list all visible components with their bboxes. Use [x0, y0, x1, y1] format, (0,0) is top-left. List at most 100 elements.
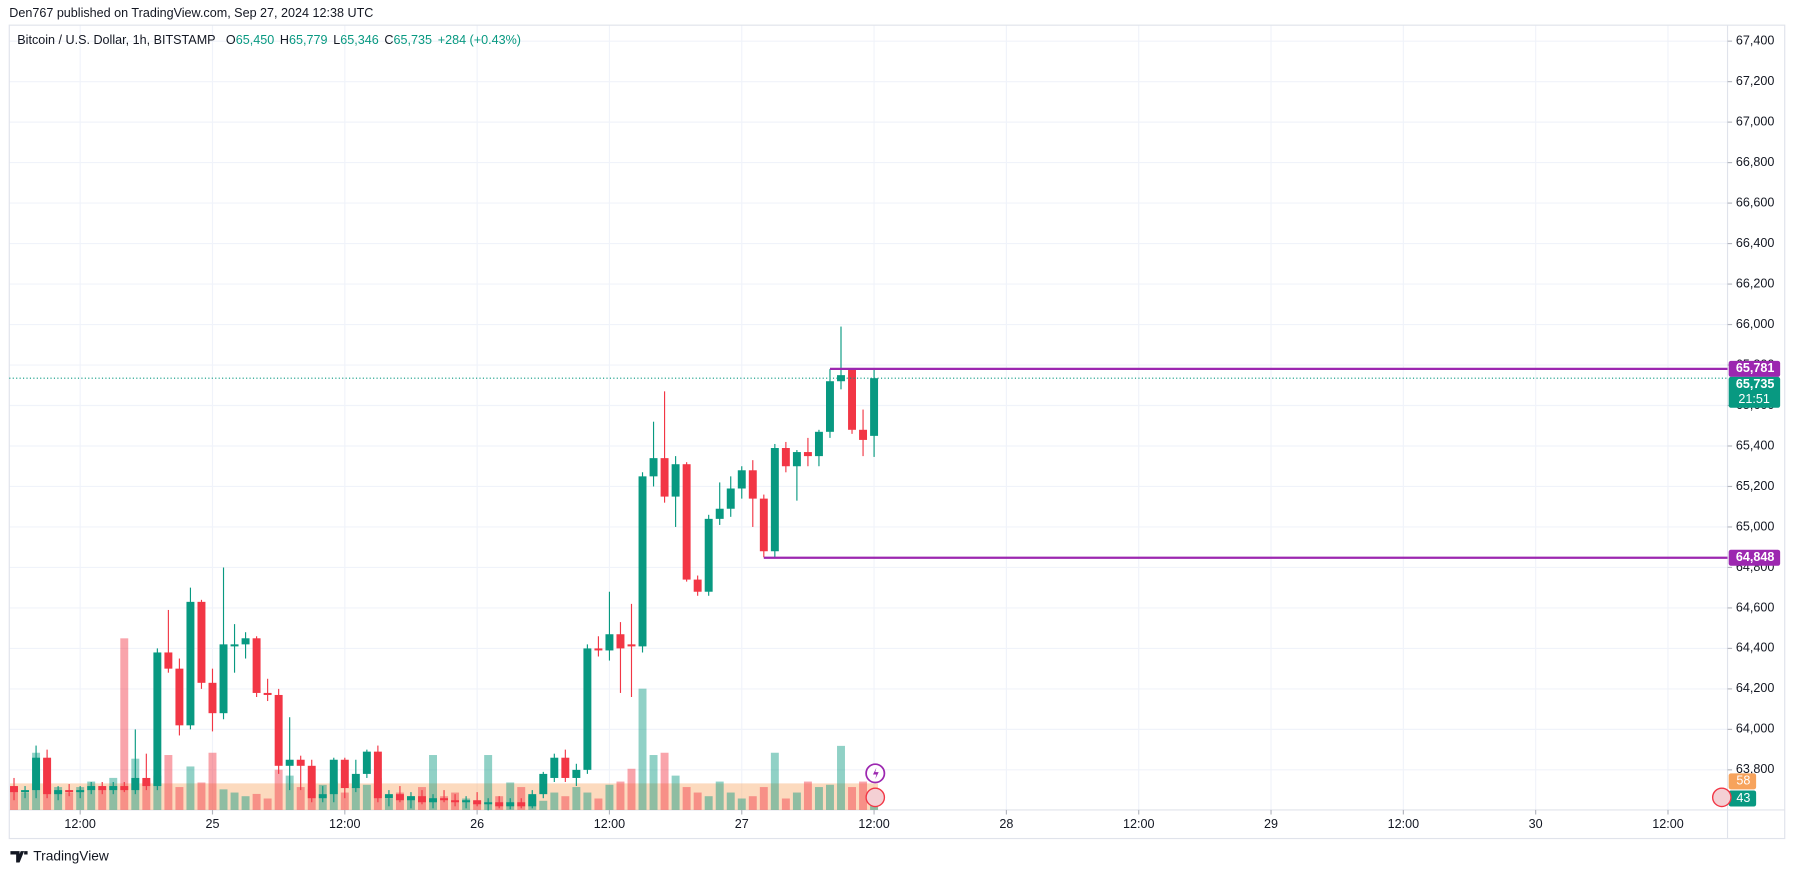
- candle-body: [870, 378, 879, 436]
- candle-body: [429, 798, 437, 803]
- candle-body: [550, 757, 559, 778]
- candle-body: [186, 601, 195, 726]
- volume-bar: [561, 796, 570, 810]
- candle-body: [660, 458, 669, 497]
- candle-body: [10, 786, 18, 793]
- candle-body: [384, 794, 393, 799]
- legend-key: C: [384, 34, 393, 48]
- volume-bar: [616, 781, 625, 810]
- brand: TradingView: [33, 848, 109, 863]
- grid-layer: [9, 25, 1728, 810]
- volume-bar: [704, 796, 713, 810]
- volume-bar: [241, 796, 250, 810]
- candle-body: [241, 638, 250, 645]
- candle-body: [616, 634, 625, 649]
- legend-value: 65,779: [289, 34, 327, 48]
- candle-body: [318, 794, 327, 799]
- y-tick-label: 63,800: [1736, 762, 1774, 776]
- y-tick-label: 67,400: [1736, 33, 1774, 47]
- volume-bar: [572, 787, 581, 810]
- candle-body: [440, 798, 449, 801]
- volume-ma-box: [1728, 773, 1757, 790]
- volume-bar: [726, 792, 735, 810]
- candle-body: [109, 786, 118, 791]
- volume-last-label: 43: [1736, 791, 1750, 805]
- volume-bar: [98, 789, 107, 810]
- candle-body: [21, 790, 30, 793]
- candle-body: [638, 476, 647, 647]
- candle-body: [594, 648, 603, 651]
- candle-body: [748, 470, 757, 499]
- volume-bar: [539, 800, 548, 810]
- candle-body: [252, 638, 261, 693]
- candle-body: [131, 777, 140, 791]
- price-label: 64,848: [1736, 550, 1774, 564]
- candle-body: [87, 786, 96, 791]
- candle-body: [197, 601, 206, 683]
- volume-bar: [826, 784, 834, 810]
- candle-body: [693, 579, 702, 592]
- volume-bar: [362, 784, 371, 810]
- volume-bar: [781, 798, 790, 810]
- candle-body: [164, 652, 173, 669]
- volume-bar: [164, 755, 173, 810]
- y-tick-label: 66,200: [1736, 276, 1774, 290]
- candle-body: [230, 644, 239, 647]
- candle-body: [781, 448, 790, 467]
- volume-bar: [627, 768, 636, 810]
- legend-key: L: [333, 34, 340, 48]
- x-tick-label: 12:00: [1123, 817, 1154, 831]
- volume-bar: [219, 789, 228, 810]
- y-tick-label: 66,000: [1736, 317, 1774, 331]
- y-tick-label: 65,000: [1736, 519, 1774, 533]
- candle-body: [837, 375, 845, 382]
- volume-bar: [175, 787, 184, 810]
- volume-bar: [737, 798, 746, 810]
- y-tick-label: 64,600: [1736, 600, 1774, 614]
- candle-body: [814, 431, 823, 457]
- candle-body: [351, 773, 360, 789]
- volume-bar: [440, 796, 449, 810]
- x-tick-label: 25: [205, 817, 219, 831]
- candle-body: [208, 682, 217, 714]
- x-tick-label: 30: [1529, 817, 1543, 831]
- candle-body: [406, 796, 415, 801]
- candle-body: [539, 773, 548, 795]
- volume-bar: [814, 787, 823, 810]
- candle-body: [219, 644, 228, 714]
- candle-body: [54, 790, 63, 795]
- candle-body: [726, 488, 735, 509]
- volume-bar: [748, 796, 757, 810]
- volume-bar: [594, 798, 603, 810]
- candle-body: [484, 802, 493, 805]
- volume-bar: [197, 782, 206, 810]
- candle-body: [362, 751, 371, 774]
- candle-body: [65, 790, 74, 793]
- countdown-label: 21:51: [1738, 392, 1769, 406]
- candle-body: [737, 470, 746, 489]
- x-tick-label: 28: [999, 817, 1013, 831]
- candle-body: [792, 452, 801, 467]
- y-tick-label: 64,400: [1736, 641, 1774, 655]
- candle-body: [627, 644, 636, 647]
- volume-bar: [142, 781, 151, 810]
- volume-bar: [682, 787, 691, 810]
- volume-bar: [848, 787, 856, 810]
- candle-body: [32, 757, 41, 791]
- volume-bar: [550, 792, 559, 810]
- volume-bar: [693, 792, 702, 810]
- candle-body: [495, 802, 504, 807]
- legend: Bitcoin / U.S. Dollar, 1h, BITSTAMP O65,…: [17, 34, 521, 48]
- legend-value: 65,735: [394, 34, 432, 48]
- x-tick-label: 26: [470, 817, 484, 831]
- last-price-box: [1728, 376, 1781, 408]
- volume-bar: [770, 752, 779, 810]
- x-tick-label: 12:00: [1652, 817, 1683, 831]
- volume-bar: [76, 787, 85, 810]
- volume-bar: [859, 781, 868, 810]
- candle-body: [605, 634, 614, 651]
- volume-bar: [638, 688, 647, 810]
- volume-bar: [65, 792, 74, 810]
